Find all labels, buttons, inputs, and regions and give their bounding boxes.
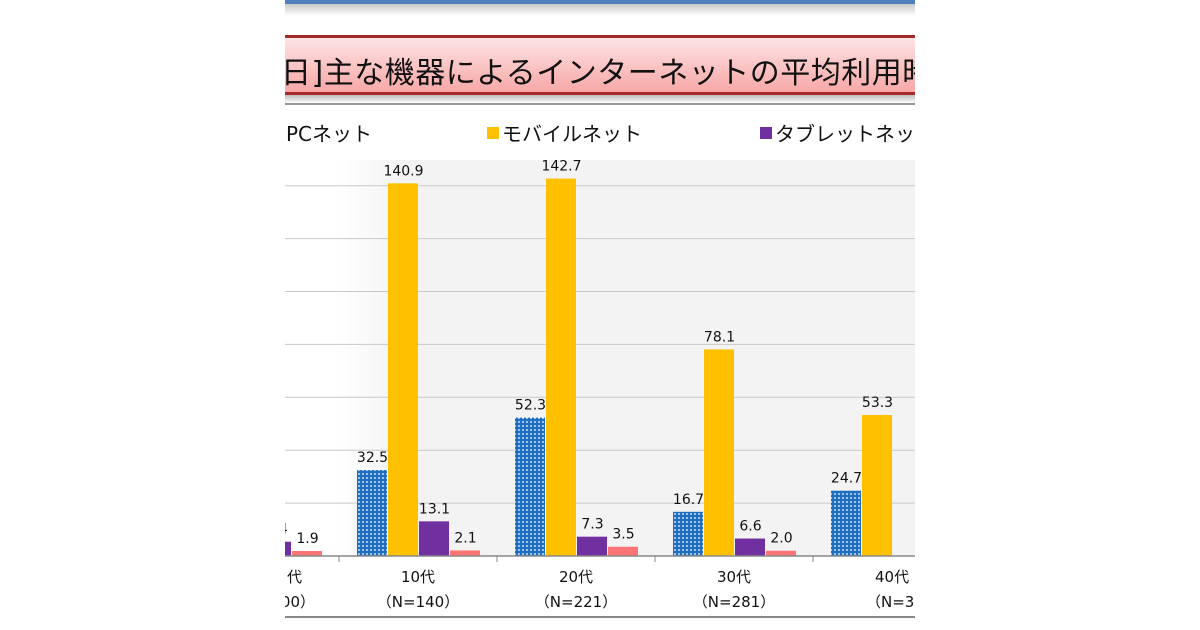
data-label: 5.4	[285, 522, 288, 538]
title-shadow	[285, 95, 915, 103]
data-label: 2.1	[454, 530, 476, 546]
data-label: 2.0	[770, 531, 792, 547]
legend-swatch	[760, 126, 772, 139]
data-label: 13.1	[419, 501, 450, 517]
data-label: 78.1	[704, 329, 735, 345]
category-n: （N=30	[866, 593, 915, 611]
bar	[450, 550, 480, 556]
plot-area	[335, 160, 915, 556]
legend-item-tablet: タブレットネット	[760, 118, 915, 147]
category-n: （N=281）	[693, 593, 775, 611]
top-bar	[285, 0, 915, 4]
data-label: 53.3	[862, 395, 893, 411]
legend-swatch	[487, 126, 499, 139]
category-n: 00）	[285, 593, 315, 611]
category-n: （N=221）	[535, 593, 617, 611]
bar	[515, 417, 545, 556]
bar-chart: 5.4 1.9 32.5 140.9 13.12.1 52.3 142.7 7.3 3.5 16.…	[285, 159, 915, 611]
bar	[673, 511, 703, 556]
data-label: 52.3	[515, 398, 546, 414]
data-label: 7.3	[581, 517, 603, 533]
bar	[831, 490, 861, 556]
legend-item-pc: PCネット	[285, 118, 372, 147]
bar	[388, 183, 418, 556]
bar	[285, 541, 291, 556]
legend-item-mobile: モバイルネット	[487, 118, 642, 147]
legend-label: モバイルネット	[502, 122, 642, 146]
title-banner: 日]主な機器によるインターネットの平均利用時	[285, 35, 915, 95]
bar	[357, 470, 387, 556]
bar	[735, 538, 765, 556]
data-label: 1.9	[296, 531, 318, 547]
category-label: 40代	[875, 568, 909, 586]
data-label: 24.7	[831, 471, 862, 487]
chart-title: 日]主な機器によるインターネットの平均利用時	[285, 56, 915, 91]
legend-label: PCネット	[286, 122, 373, 146]
bar	[608, 546, 638, 556]
data-label: 3.5	[612, 527, 634, 543]
category-label: 代	[287, 568, 302, 586]
data-label: 142.7	[541, 159, 581, 175]
bar	[766, 550, 796, 556]
divider	[285, 103, 915, 105]
data-label: 140.9	[383, 163, 423, 179]
chart-frame: 日]主な機器によるインターネットの平均利用時 PCネット モバイルネット タブレ…	[285, 0, 915, 630]
bottom-rule	[285, 616, 915, 618]
data-label: 16.7	[673, 492, 704, 508]
bar	[546, 178, 576, 556]
category-n: （N=140）	[377, 593, 459, 611]
category-label: 20代	[559, 568, 593, 586]
bar	[704, 349, 734, 556]
legend-label: タブレットネット	[775, 122, 915, 146]
bar	[419, 521, 449, 556]
bar	[577, 536, 607, 556]
category-label: 10代	[401, 568, 435, 586]
data-label: 6.6	[739, 519, 761, 535]
bar	[292, 550, 322, 556]
data-label: 32.5	[357, 450, 388, 466]
bar	[862, 415, 892, 556]
category-label: 30代	[717, 568, 751, 586]
top-shadow	[285, 4, 915, 16]
